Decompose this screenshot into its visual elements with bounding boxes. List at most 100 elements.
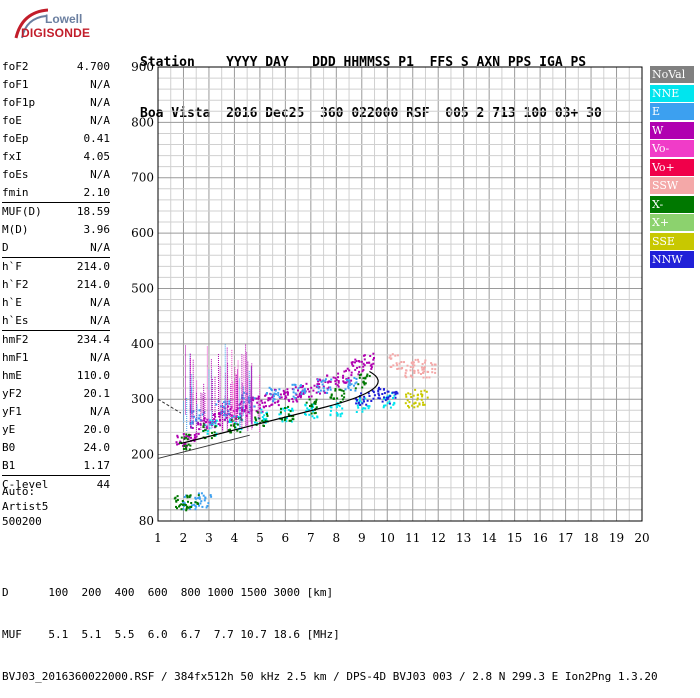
data-point-x [231,419,234,422]
data-point-x [186,438,189,441]
data-point-x [175,505,177,508]
data-point-e [194,497,197,500]
data-point-x [182,448,185,450]
data-point-w [209,421,212,424]
logo-arc-icon [14,8,48,39]
data-point-e [347,387,350,390]
data-point-nne [392,397,394,399]
data-point-w [337,376,339,379]
param-value: 1.17 [83,459,111,472]
data-point-x [187,500,189,503]
data-point-x [234,426,236,429]
data-point-nnw [363,395,366,398]
data-point-w [256,401,259,404]
param-row: C-level 44 [2,476,110,494]
data-point-w [251,398,254,401]
data-point-e [184,502,186,505]
data-point-w [186,435,189,437]
data-point-x [340,394,343,397]
data-point-sse [420,398,423,401]
data-point-w [299,391,302,394]
data-point-nne [341,407,344,410]
param-value: N/A [90,78,110,91]
data-point-w [354,361,356,364]
data-point-w [243,409,246,411]
data-point-e [320,380,323,383]
data-point-w [255,410,258,413]
data-point-x [310,403,313,406]
data-point-nne [287,409,290,411]
data-point-nne [361,408,364,411]
data-point-nne [265,417,268,420]
data-point-w [302,385,304,387]
data-point-e [206,505,209,507]
data-point-w [299,386,302,389]
data-point-w [372,358,375,361]
data-point-x [334,389,337,392]
data-point-w [318,383,321,386]
data-point-x [284,407,287,409]
data-point-w [217,423,220,425]
data-point-x [194,501,197,504]
data-point-x [314,402,317,405]
data-point-ssw [394,354,397,357]
y-tick-label: 500 [131,281,154,295]
data-point-nne [368,405,371,408]
data-point-x [339,388,342,391]
param-row: B1 1.17 [2,457,110,475]
data-point-w [305,382,308,385]
station-header: Station YYYY DAY DDD HHMMSS P1 FFS S AXN… [140,20,602,139]
data-point-x [189,444,192,447]
data-point-nnw [361,402,364,405]
data-point-w [240,400,243,403]
data-point-w [369,355,372,357]
data-point-w [245,414,248,417]
data-point-w [177,442,180,445]
data-point-nne [341,412,344,415]
data-point-nne [356,404,359,407]
data-point-e [182,501,184,504]
data-point-ssw [420,366,423,369]
data-point-nne [264,421,267,424]
data-point-e [348,384,351,387]
data-point-e [294,384,297,386]
data-point-nnw [378,394,381,397]
data-point-sse [411,404,414,407]
data-point-e [193,415,195,418]
param-separator [2,475,110,476]
param-label: yF2 [2,387,22,400]
data-point-x [190,502,193,504]
data-point-e [324,378,327,381]
param-row: foF1p N/A [2,94,110,112]
data-point-nne [312,410,315,413]
data-point-x [336,397,339,400]
data-point-nne [208,419,211,422]
data-point-w [204,421,207,424]
data-point-x [309,405,311,407]
data-point-nne [228,419,231,422]
data-point-sse [420,390,423,393]
param-row: h`F 214.0 [2,258,110,276]
x-tick-label: 1 [154,531,162,545]
data-point-w [229,408,232,410]
data-point-x [259,421,262,424]
data-point-e [203,411,206,414]
data-point-w [295,393,298,396]
param-row: M(D) 3.96 [2,221,110,239]
data-point-x [310,405,313,408]
data-point-x [364,382,367,385]
param-value: N/A [90,296,110,309]
param-label: fmin [2,186,29,199]
data-point-ssw [405,369,408,372]
data-point-x [178,505,180,508]
data-point-w [370,363,373,366]
data-point-nne [211,419,214,422]
data-point-sse [416,397,419,400]
data-point-w [373,357,375,359]
data-point-e [300,384,302,387]
param-label: hmF2 [2,333,29,346]
data-point-nnw [372,397,375,400]
data-point-x [232,424,235,427]
data-point-x [315,398,318,401]
data-point-w [229,413,231,416]
